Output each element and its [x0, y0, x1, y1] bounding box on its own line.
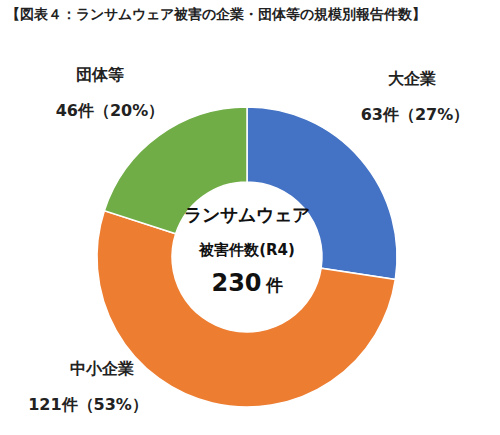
data-label: 121件（53%）	[28, 395, 148, 414]
labels: 大企業 63件（27%） 中小企業 121件（53%） 団体等 46件（20%）	[28, 65, 469, 414]
center-text: ランサムウェア	[184, 204, 310, 225]
center-text-part: 件	[265, 275, 283, 295]
center-text: 230件	[211, 269, 282, 297]
slice	[97, 211, 395, 407]
category-label: 団体等	[76, 65, 124, 84]
chart: 【図表４：ランサムウェア被害の企業・団体等の規模別報告件数】大企業 63件（27%…	[0, 0, 500, 435]
category-label: 大企業	[388, 69, 436, 88]
center-text-part: 230	[211, 269, 261, 297]
data-label: 63件（27%）	[361, 105, 470, 124]
center-text: 被害件数(R4)	[198, 241, 295, 259]
data-label: 46件（20%）	[56, 101, 165, 120]
category-label: 中小企業	[70, 359, 134, 378]
title: 【図表４：ランサムウェア被害の企業・団体等の規模別報告件数】	[6, 6, 426, 22]
slices	[97, 107, 397, 407]
